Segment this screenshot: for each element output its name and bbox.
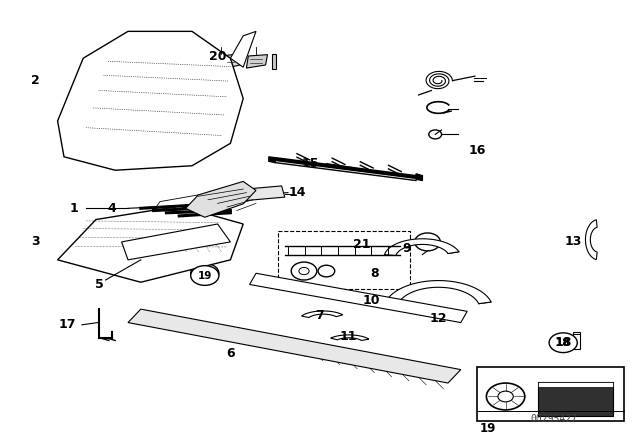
Text: 13: 13 (564, 235, 582, 249)
Text: 1: 1 (69, 202, 78, 215)
Polygon shape (128, 309, 461, 383)
Text: 21: 21 (353, 237, 371, 251)
Circle shape (549, 333, 577, 353)
Text: 19: 19 (480, 422, 497, 435)
Text: 15: 15 (301, 157, 319, 170)
FancyBboxPatch shape (278, 231, 410, 289)
Text: 16: 16 (468, 143, 486, 157)
Polygon shape (386, 280, 491, 304)
Polygon shape (58, 206, 243, 282)
Text: 3: 3 (31, 235, 40, 249)
Polygon shape (416, 174, 422, 181)
Circle shape (415, 233, 440, 251)
Text: 19: 19 (198, 271, 212, 280)
Bar (477, 367, 624, 421)
Text: 11: 11 (340, 329, 358, 343)
Polygon shape (331, 335, 369, 340)
Polygon shape (250, 273, 467, 323)
Text: 12: 12 (429, 311, 447, 325)
Text: 4: 4 (108, 202, 116, 215)
Polygon shape (586, 220, 597, 259)
Text: 20: 20 (209, 49, 227, 63)
Polygon shape (122, 224, 230, 260)
Polygon shape (186, 181, 256, 217)
Text: 6: 6 (226, 347, 235, 361)
Polygon shape (230, 31, 256, 67)
Text: 17: 17 (58, 318, 76, 332)
Bar (538, 382, 613, 416)
Text: 5: 5 (95, 278, 104, 291)
Text: 2: 2 (31, 74, 40, 87)
Polygon shape (246, 55, 268, 68)
Text: 9: 9 (402, 242, 411, 255)
Text: 18: 18 (554, 336, 572, 349)
Text: 00295427: 00295427 (530, 414, 577, 424)
Circle shape (191, 263, 219, 283)
Text: 8: 8 (370, 267, 379, 280)
Bar (538, 382, 613, 387)
Circle shape (191, 266, 219, 285)
Text: 7: 7 (316, 309, 324, 323)
Polygon shape (272, 54, 276, 69)
Polygon shape (154, 195, 198, 211)
Polygon shape (301, 311, 343, 318)
Polygon shape (58, 31, 243, 170)
Text: 14: 14 (289, 186, 307, 199)
Bar (573, 332, 580, 349)
Polygon shape (221, 54, 240, 69)
Polygon shape (230, 186, 285, 202)
Polygon shape (269, 157, 275, 163)
Text: 10: 10 (362, 293, 380, 307)
Text: 18: 18 (556, 338, 570, 348)
Polygon shape (385, 239, 459, 255)
